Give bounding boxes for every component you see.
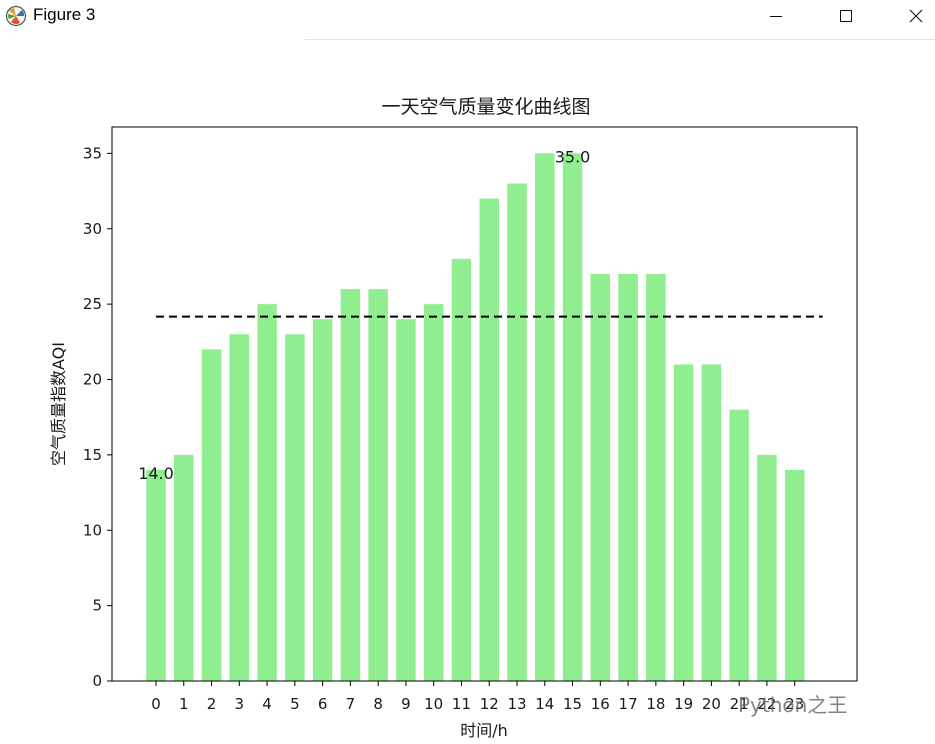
bar-3: [229, 334, 250, 681]
bar-4: [257, 304, 277, 681]
x-tick-label: 4: [262, 695, 272, 713]
y-tick-label: 35: [83, 144, 102, 162]
bar-13: [507, 183, 527, 681]
bar-9: [396, 319, 416, 681]
matplotlib-figure-icon: [5, 5, 27, 27]
x-tick-label: 8: [373, 695, 383, 713]
maximize-icon: [840, 10, 852, 22]
bar-5: [285, 334, 305, 681]
bar-14: [535, 153, 555, 681]
x-tick-label: 14: [535, 695, 554, 713]
bar-2: [201, 349, 222, 681]
bar-23: [784, 469, 805, 681]
bar-value-label: 14.0: [138, 464, 174, 483]
x-tick-label: 13: [507, 695, 526, 713]
window-title: Figure 3: [33, 5, 96, 24]
bar-16: [590, 273, 611, 681]
y-tick-label: 15: [83, 446, 102, 464]
x-tick-label: 1: [179, 695, 189, 713]
bar-22: [757, 454, 777, 681]
x-tick-label: 6: [318, 695, 328, 713]
x-ticks: 0 1 2 3 4 5 6 7 8 9 10 11 12 13 14 15 16 17 18 19 20 21 22 23: [151, 681, 804, 713]
bar-17: [618, 273, 638, 681]
y-tick-label: 0: [92, 672, 102, 690]
chart-title: 一天空气质量变化曲线图: [381, 96, 590, 118]
y-tick-label: 30: [83, 220, 102, 238]
close-icon: [909, 9, 923, 23]
x-tick-label: 7: [346, 695, 356, 713]
bar-18: [646, 273, 666, 681]
bar-21: [729, 409, 749, 681]
y-tick-label: 25: [83, 295, 102, 313]
bar-20: [701, 364, 722, 681]
plot-frame: [111, 126, 858, 682]
bar-annotations: 14.0 35.0: [138, 147, 590, 483]
bar-19: [673, 364, 694, 681]
x-tick-label: 19: [674, 695, 693, 713]
bar-12: [479, 198, 499, 681]
x-tick-label: 20: [702, 695, 721, 713]
y-ticks: 0 5 10 15 20 25 30 35: [83, 144, 112, 690]
x-tick-label: 17: [619, 695, 638, 713]
x-tick-label: 9: [401, 695, 411, 713]
bar-8: [368, 289, 388, 681]
y-tick-label: 5: [92, 597, 102, 615]
x-axis-label: 时间/h: [460, 721, 508, 740]
minimize-button[interactable]: [753, 0, 799, 32]
x-tick-label: 23: [785, 695, 804, 713]
x-tick-label: 2: [207, 695, 217, 713]
bar-1: [174, 454, 194, 681]
bars-group: [146, 153, 805, 681]
x-tick-label: 10: [424, 695, 443, 713]
minimize-icon: [770, 16, 782, 17]
titlebar-divider: [305, 39, 935, 40]
y-tick-label: 20: [83, 371, 102, 389]
x-tick-label: 5: [290, 695, 300, 713]
bar-value-label: 35.0: [555, 147, 591, 166]
y-tick-label: 10: [83, 521, 102, 539]
x-tick-label: 11: [452, 695, 471, 713]
x-tick-label: 3: [235, 695, 245, 713]
x-tick-label: 18: [646, 695, 665, 713]
watermark-text: Python之王: [738, 693, 848, 717]
maximize-button[interactable]: [823, 0, 869, 32]
x-tick-label: 15: [563, 695, 582, 713]
x-tick-label: 0: [151, 695, 161, 713]
y-axis-label: 空气质量指数AQI: [49, 342, 68, 466]
x-tick-label: 21: [730, 695, 749, 713]
bar-10: [423, 304, 444, 681]
x-tick-label: 22: [757, 695, 776, 713]
bar-11: [451, 258, 472, 681]
bar-7: [340, 289, 361, 681]
x-tick-label: 16: [591, 695, 610, 713]
close-button[interactable]: [893, 0, 935, 32]
bar-6: [312, 319, 333, 681]
bar-0: [146, 469, 166, 681]
x-tick-label: 12: [480, 695, 499, 713]
bar-15: [562, 153, 583, 681]
window-titlebar: Figure 3: [0, 0, 935, 40]
